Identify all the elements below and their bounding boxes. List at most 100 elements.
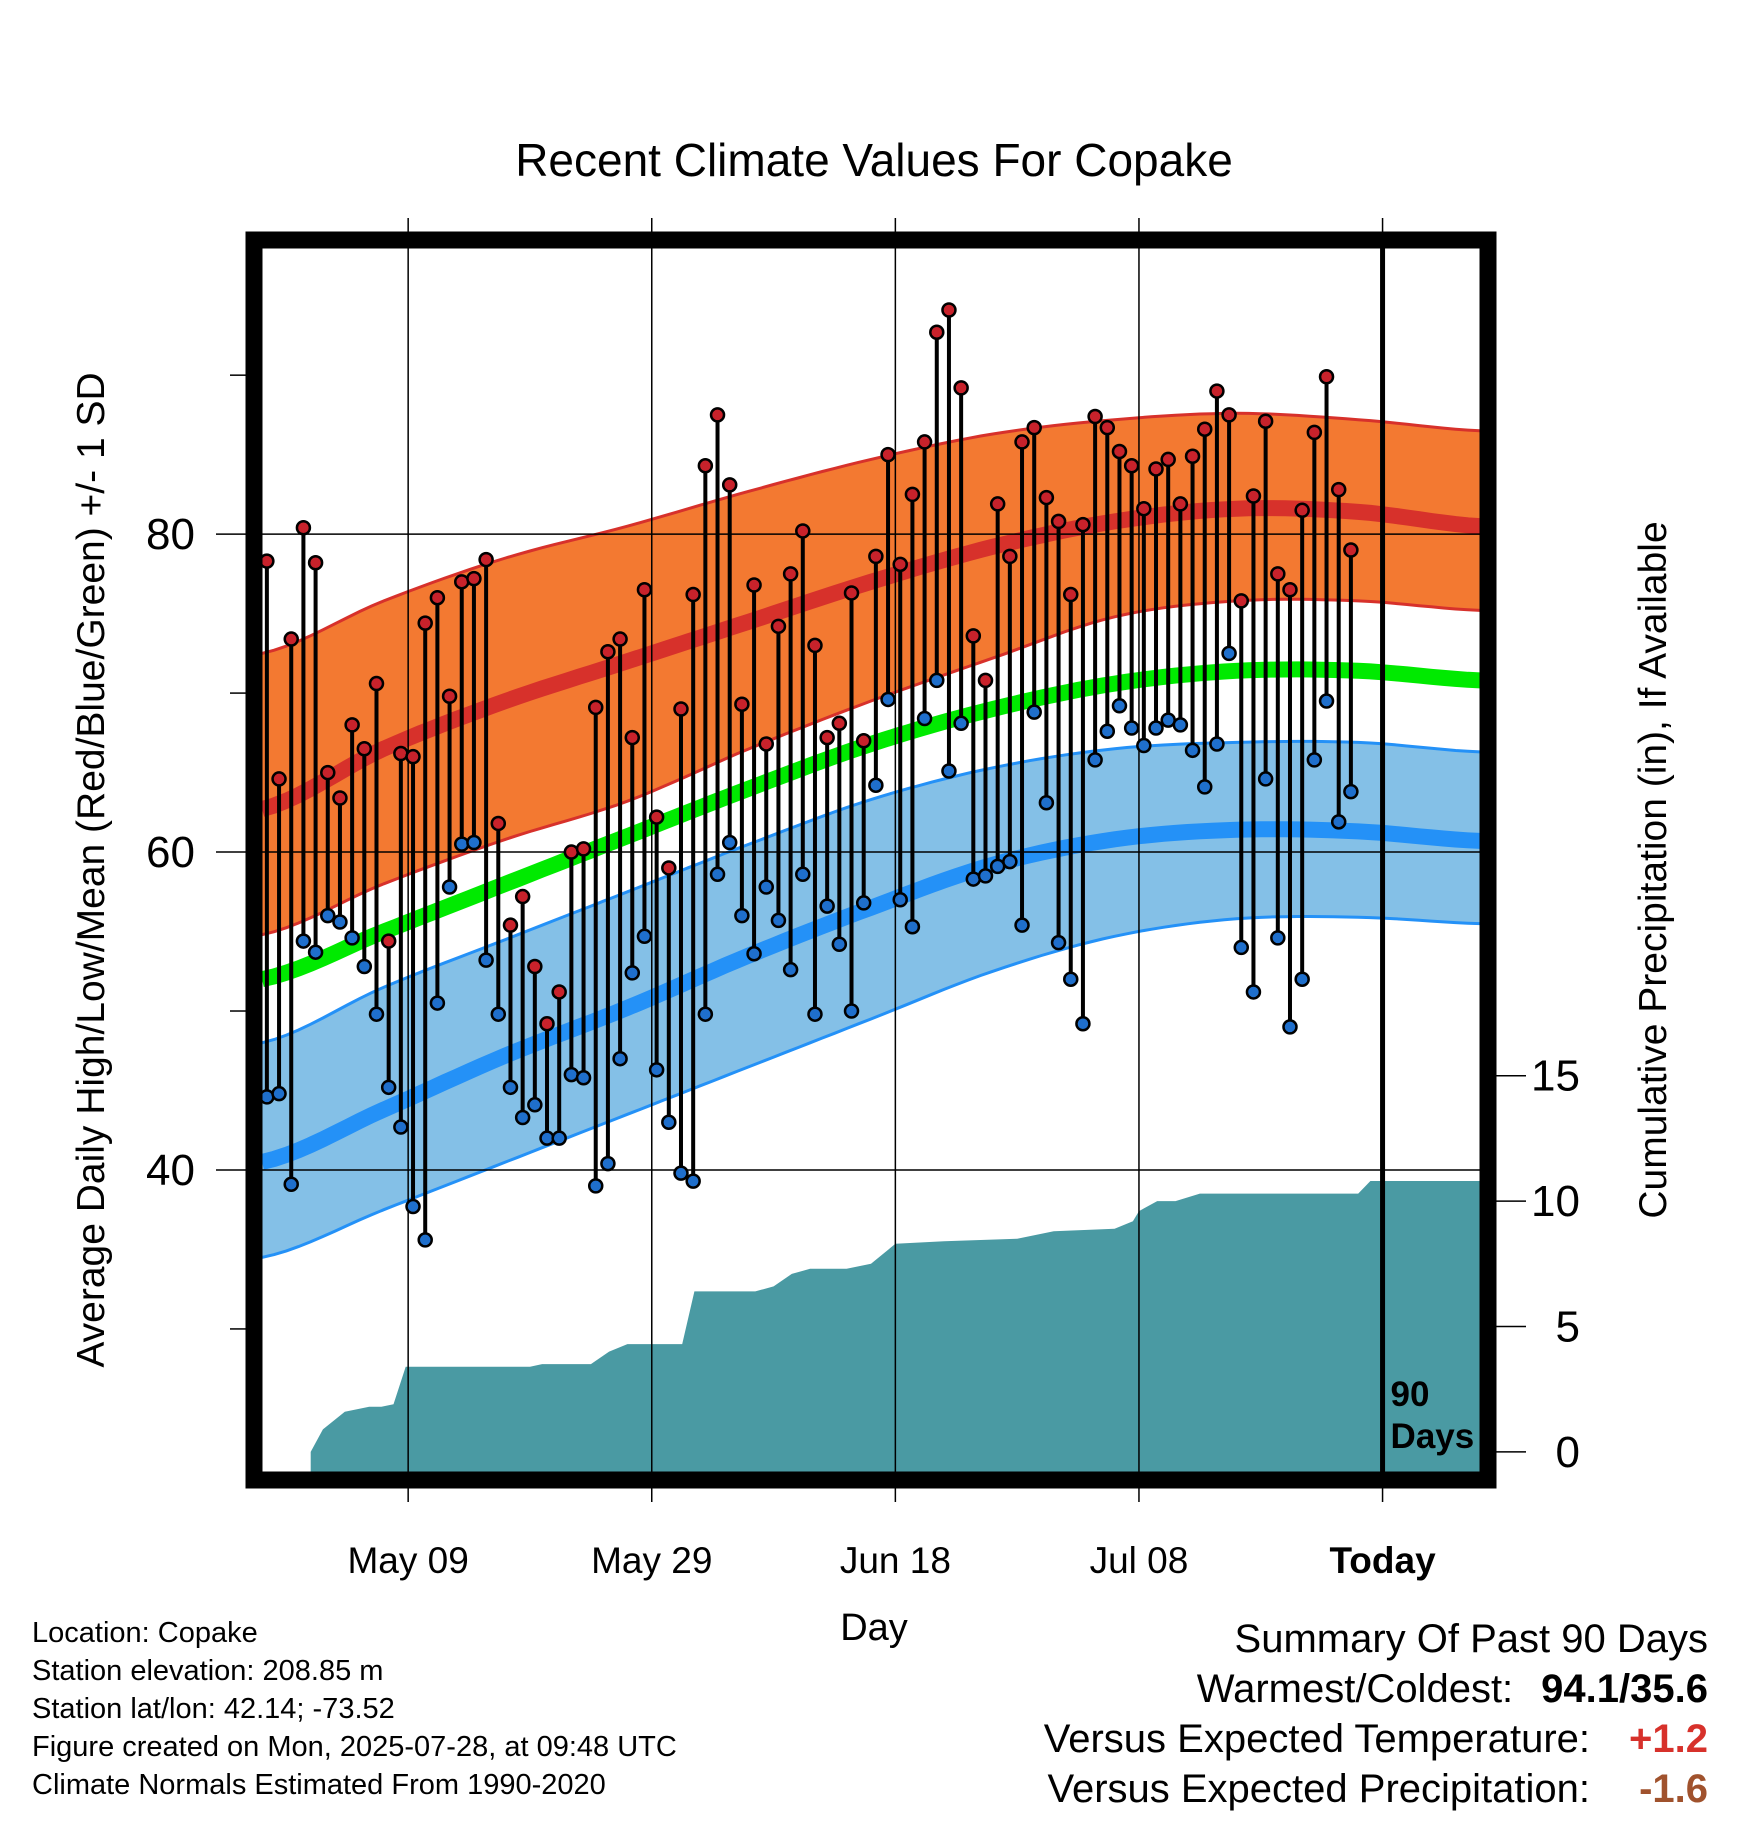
warm-cold-value: 94.1/35.6 <box>1541 1667 1708 1711</box>
daily-low-point <box>855 895 872 911</box>
daily-high-point <box>551 984 567 1000</box>
today-marker-label-unit: Days <box>1391 1417 1475 1456</box>
daily-low-point <box>283 1176 299 1193</box>
daily-high-point <box>624 729 641 746</box>
daily-low-point <box>1123 720 1140 736</box>
daily-low-point <box>441 879 458 895</box>
daily-low-point <box>819 898 835 914</box>
daily-low-point <box>356 958 373 975</box>
daily-low-point <box>600 1155 616 1172</box>
daily-low-point <box>807 1006 823 1022</box>
daily-high-point <box>454 574 470 590</box>
daily-high-point <box>600 644 616 660</box>
daily-high-point <box>466 570 482 587</box>
temp-value: +1.2 <box>1629 1717 1708 1761</box>
daily-high-point <box>271 771 287 787</box>
x-tick-label: Jul 08 <box>1090 1540 1189 1581</box>
daily-high-point <box>1306 424 1323 441</box>
daily-low-point <box>795 866 811 883</box>
daily-high-point <box>1099 419 1116 436</box>
daily-low-point <box>1209 736 1225 752</box>
daily-high-point <box>904 486 921 503</box>
daily-low-point <box>1318 693 1335 709</box>
daily-high-point <box>685 586 701 603</box>
daily-high-point <box>636 582 653 598</box>
temp-label: Versus Expected Temperature: <box>1043 1717 1590 1761</box>
daily-high-point <box>1294 502 1310 519</box>
normal-high-line <box>262 500 1480 817</box>
daily-low-point <box>1233 939 1250 956</box>
daily-high-point <box>807 637 823 654</box>
daily-high-point <box>831 715 848 732</box>
daily-high-point <box>843 585 860 601</box>
daily-high-point <box>1123 458 1140 474</box>
daily-low-point <box>1330 814 1347 830</box>
daily-high-point <box>356 740 373 757</box>
daily-low-point <box>758 879 775 895</box>
daily-low-point <box>1063 971 1079 987</box>
daily-low-point <box>1294 971 1310 987</box>
y2-tick-label: 0 <box>1556 1428 1580 1477</box>
daily-low-point <box>1257 771 1274 787</box>
daily-low-point <box>380 1079 397 1096</box>
x-tick-label: May 29 <box>591 1540 712 1581</box>
chart-title: Recent Climate Values For Copake <box>515 134 1233 186</box>
daily-low-point <box>429 995 446 1011</box>
daily-high-point <box>1136 500 1152 517</box>
daily-low-point <box>843 1003 860 1019</box>
daily-low-point <box>1306 752 1323 768</box>
daily-high-point <box>368 675 385 692</box>
summary-warm-cold: Warmest/Coldest: 94.1/35.6 <box>1044 1664 1708 1714</box>
daily-high-point <box>441 688 458 705</box>
latlon-text: Station lat/lon: 42.14; -73.52 <box>32 1693 395 1725</box>
today-marker-label-count: 90 <box>1391 1375 1430 1414</box>
daily-high-point <box>429 589 446 606</box>
daily-high-point <box>612 631 628 647</box>
summary-panel: Summary Of Past 90 Days Warmest/Coldest:… <box>1044 1614 1708 1814</box>
daily-high-point <box>344 717 360 733</box>
x-tick-label: Today <box>1329 1540 1436 1581</box>
x-axis-label: Day <box>840 1607 908 1649</box>
daily-high-point <box>746 577 762 593</box>
daily-high-point <box>1318 369 1335 385</box>
daily-high-point <box>734 696 750 712</box>
daily-low-point <box>1270 930 1286 946</box>
summary-precip: Versus Expected Precipitation: -1.6 <box>1044 1764 1708 1814</box>
daily-low-point <box>575 1070 592 1086</box>
daily-low-point <box>295 933 312 949</box>
daily-high-point <box>916 434 933 450</box>
daily-high-point <box>989 496 1006 512</box>
daily-low-point <box>868 777 884 794</box>
daily-low-point <box>734 907 750 924</box>
daily-low-point <box>271 1085 287 1102</box>
daily-low-point <box>527 1097 543 1113</box>
daily-low-point <box>1282 1019 1298 1035</box>
daily-high-point <box>1184 448 1201 464</box>
daily-high-point <box>1196 421 1213 437</box>
daily-low-point <box>929 672 945 689</box>
daily-high-point <box>1014 434 1030 450</box>
daily-low-point <box>916 710 933 727</box>
daily-high-point <box>575 841 592 857</box>
daily-high-point <box>1282 582 1298 598</box>
daily-high-point <box>1172 496 1189 512</box>
daily-low-point <box>904 919 921 935</box>
daily-low-point <box>1099 723 1116 739</box>
daily-high-point <box>320 764 336 781</box>
daily-high-point <box>539 1015 555 1032</box>
daily-low-point <box>587 1178 604 1194</box>
daily-high-point <box>855 733 872 749</box>
location-text: Location: Copake <box>32 1617 258 1649</box>
y2-tick-label: 15 <box>1531 1052 1580 1101</box>
daily-high-point <box>782 566 799 582</box>
daily-low-point <box>831 936 848 952</box>
daily-low-point <box>746 946 762 962</box>
daily-low-point <box>977 868 994 884</box>
daily-low-point <box>490 1006 507 1022</box>
created-text: Figure created on Mon, 2025-07-28, at 09… <box>32 1731 677 1763</box>
daily-high-point <box>721 477 738 493</box>
daily-low-point <box>697 1006 714 1022</box>
daily-low-point <box>624 965 641 981</box>
daily-high-point <box>795 523 811 539</box>
